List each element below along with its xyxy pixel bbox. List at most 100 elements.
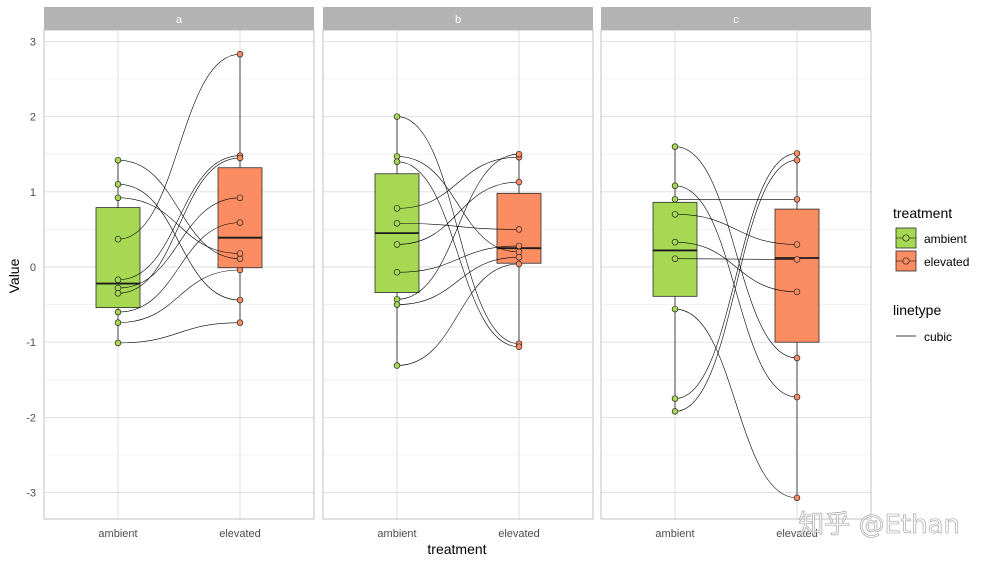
panel-border-c (600, 29, 872, 520)
data-point-elevated (793, 354, 801, 362)
x-tick-label-ambient: ambient (98, 528, 137, 540)
pair-connector-line (674, 159, 798, 412)
y-tick-label: -2 (26, 412, 36, 424)
facet-panel-a: a (43, 7, 315, 520)
pair-connector-line (117, 183, 241, 301)
box-ambient (652, 201, 698, 297)
data-point-elevated (515, 260, 523, 268)
data-point-elevated (793, 256, 801, 263)
legend-key-point-elevated (902, 257, 910, 265)
facet-strip-label-c: c (733, 14, 739, 26)
y-tick-label: 0 (30, 262, 36, 274)
pair-connector-line (674, 146, 798, 359)
pair-connector-line (674, 308, 798, 499)
data-point-ambient (114, 181, 122, 188)
data-point-ambient (393, 241, 401, 248)
pair-connector-line (674, 214, 798, 245)
facet-strip-label-b: b (455, 14, 461, 26)
facet-panels: a b c (43, 7, 872, 520)
pair-connector-line (396, 161, 520, 348)
data-point-ambient (393, 113, 401, 120)
data-point-elevated (793, 241, 801, 248)
data-point-ambient (671, 182, 679, 190)
data-point-ambient (671, 143, 679, 150)
pair-connector-line (117, 155, 241, 281)
y-axis: -3 -2 -1 0 1 2 3 (26, 36, 36, 499)
y-axis-title: Value (6, 258, 22, 293)
data-point-elevated (515, 150, 523, 158)
data-point-elevated (793, 196, 801, 203)
y-tick-label: 3 (30, 36, 36, 48)
panel-background-a (44, 30, 314, 519)
pair-connector-line (117, 322, 241, 344)
data-point-ambient (114, 276, 122, 284)
data-point-ambient (393, 269, 401, 276)
pair-connector-line (674, 185, 798, 398)
pair-connector-line (396, 156, 520, 253)
box-elevated (774, 208, 820, 343)
data-point-elevated (793, 494, 801, 502)
facet-panel-c: c (600, 7, 872, 520)
data-point-ambient (671, 196, 679, 203)
legend-fill-label-ambient: ambient (924, 232, 967, 246)
legend-fill-keys (895, 227, 917, 272)
legend-key-point-ambient (902, 234, 910, 242)
data-point-ambient (114, 339, 122, 347)
data-point-elevated (236, 296, 244, 304)
data-point-ambient (114, 308, 122, 316)
data-point-elevated (236, 194, 244, 202)
pair-connector-line (117, 197, 241, 289)
data-point-elevated (793, 288, 801, 296)
data-point-ambient (393, 362, 401, 369)
x-tick-label-ambient: ambient (377, 528, 416, 540)
legend-linetype-label-cubic: cubic (924, 330, 952, 344)
x-axis: ambient elevated ambient elevated ambient ele… (98, 528, 817, 540)
y-tick-label: -3 (26, 488, 36, 500)
data-point-elevated (236, 250, 244, 257)
panel-background-b (323, 30, 593, 519)
x-tick-label-elevated: elevated (498, 528, 540, 540)
facet-strip-a (44, 7, 314, 30)
data-point-ambient (393, 158, 401, 165)
pair-connector-line (396, 116, 520, 345)
data-point-elevated (236, 266, 244, 274)
facet-panel-b: b (322, 7, 594, 520)
legend-fill-title: treatment (893, 205, 952, 221)
facet-strip-b (323, 7, 593, 30)
data-point-elevated (793, 393, 801, 401)
pair-connector-line (117, 159, 241, 260)
data-point-elevated (515, 178, 523, 186)
pair-connector-line (117, 269, 241, 323)
data-point-ambient (114, 290, 122, 297)
watermark: 知乎 @Ethan (798, 510, 960, 540)
data-point-elevated (515, 253, 523, 261)
data-point-ambient (114, 194, 122, 202)
data-point-ambient (114, 156, 122, 164)
pair-connector-line (117, 53, 241, 240)
data-point-elevated (515, 242, 523, 250)
y-tick-label: -1 (26, 337, 36, 349)
pair-connector-line (396, 256, 520, 305)
data-point-elevated (236, 319, 244, 326)
data-point-ambient (671, 238, 679, 246)
data-point-elevated (236, 219, 244, 226)
data-point-elevated (793, 150, 801, 157)
data-point-ambient (671, 305, 679, 313)
data-point-ambient (393, 301, 401, 308)
pair-connector-line (396, 153, 520, 300)
data-point-ambient (393, 205, 401, 212)
pair-connector-line (396, 263, 520, 366)
x-tick-label-ambient: ambient (655, 528, 694, 540)
data-point-ambient (671, 211, 679, 218)
pair-connector-line (117, 157, 241, 294)
data-point-ambient (671, 395, 679, 402)
data-point-elevated (515, 343, 523, 350)
pair-connector-line (396, 156, 520, 209)
data-point-elevated (515, 226, 523, 233)
legend-linetype-title: linetype (893, 302, 941, 318)
x-tick-label-elevated: elevated (219, 528, 261, 540)
data-point-elevated (236, 154, 244, 162)
pair-connector-line (674, 153, 798, 399)
panel-border-a (43, 29, 315, 520)
x-axis-title: treatment (427, 541, 486, 557)
